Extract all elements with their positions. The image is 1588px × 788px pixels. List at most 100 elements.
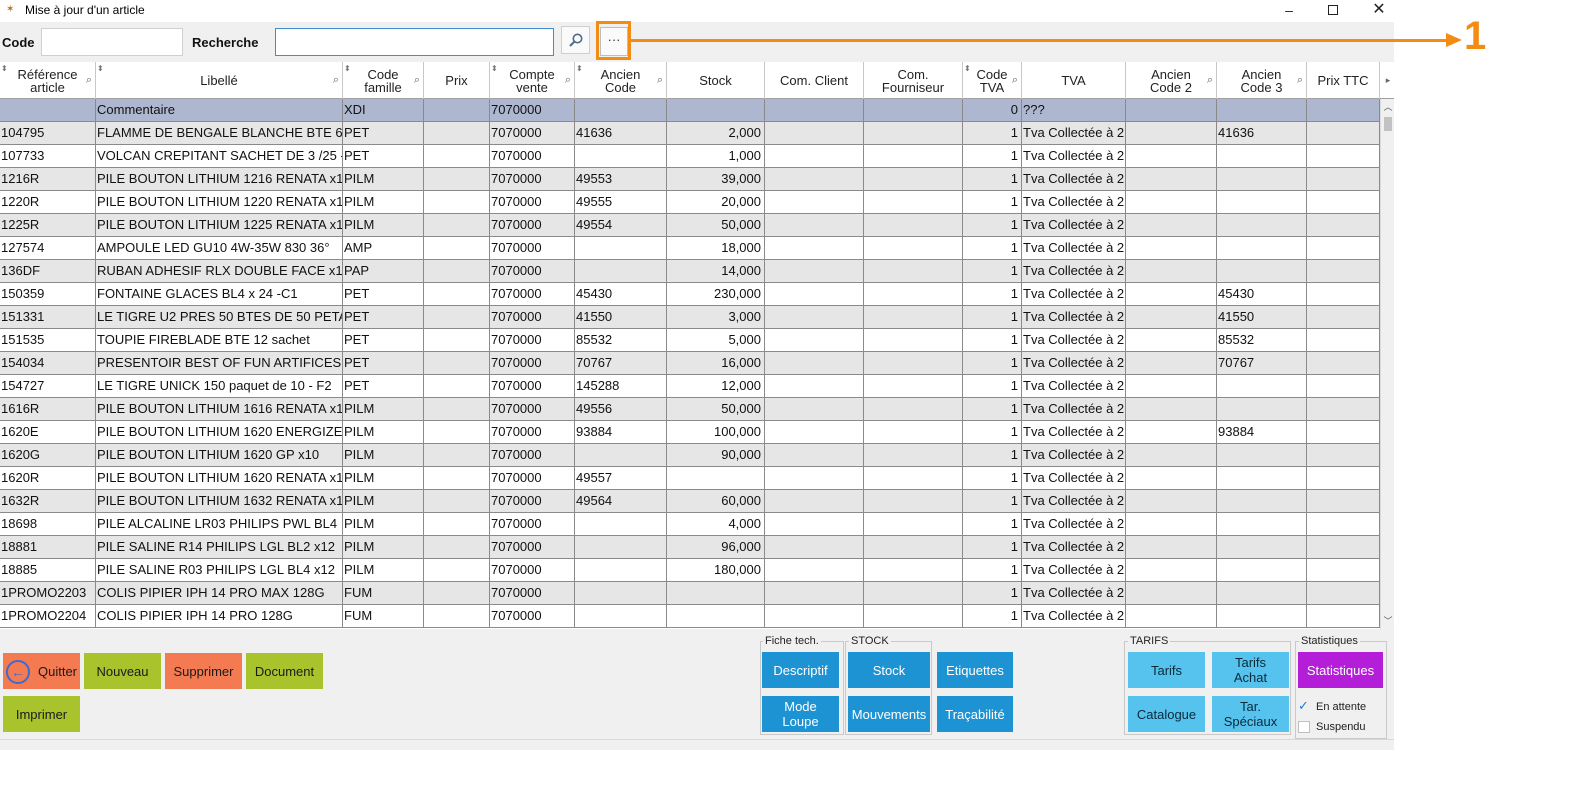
cell-ancien-code[interactable] [575,536,667,558]
cell-ancien-code-2[interactable] [1126,306,1217,328]
cell-tva[interactable]: Tva Collectée à 2 [1022,145,1126,167]
cell-com-client[interactable] [765,122,864,144]
cell-code-famille[interactable]: FUM [343,582,424,604]
cell-code-famille[interactable]: PET [343,145,424,167]
cell-com-fournisseur[interactable] [864,306,963,328]
cell-reference[interactable]: 18698 [0,513,96,535]
document-button[interactable]: Document [246,653,323,689]
cell-com-client[interactable] [765,352,864,374]
cell-compte-vente[interactable]: 7070000 [490,191,575,213]
table-row[interactable]: 1PROMO2204 COLIS PIPIER IPH 14 PRO 128G FU… [0,605,1380,628]
cell-reference[interactable]: 1220R [0,191,96,213]
cell-ancien-code-3[interactable] [1217,260,1307,282]
table-row[interactable]: 136DF RUBAN ADHESIF RLX DOUBLE FACE x12 PA… [0,260,1380,283]
cell-stock[interactable]: 180,000 [667,559,765,581]
cell-ancien-code-3[interactable]: 93884 [1217,421,1307,443]
scroll-right-icon[interactable]: ▸ [1385,75,1391,85]
nouveau-button[interactable]: Nouveau [84,653,161,689]
cell-reference[interactable]: 107733 [0,145,96,167]
cell-compte-vente[interactable]: 7070000 [490,352,575,374]
cell-prix[interactable] [424,214,490,236]
cell-ancien-code-2[interactable] [1126,421,1217,443]
cell-com-client[interactable] [765,329,864,351]
cell-com-client[interactable] [765,605,864,627]
cell-prix-ttc[interactable] [1307,490,1380,512]
cell-stock[interactable] [667,99,765,121]
cell-ancien-code-2[interactable] [1126,237,1217,259]
cell-libelle[interactable]: PILE SALINE R03 PHILIPS LGL BL4 x12 [96,559,343,581]
filter-icon[interactable]: ⌕ [1011,74,1018,86]
column-header-com-fournisseur[interactable]: Com. Fourniseur [864,62,963,99]
cell-tva[interactable]: Tva Collectée à 2 [1022,421,1126,443]
cell-com-fournisseur[interactable] [864,329,963,351]
table-row[interactable]: 1220R PILE BOUTON LITHIUM 1220 RENATA x10… [0,191,1380,214]
cell-ancien-code[interactable]: 49557 [575,467,667,489]
tarifs-button[interactable]: Tarifs [1128,652,1205,688]
cell-reference[interactable]: 1225R [0,214,96,236]
filter-icon[interactable]: ⌕ [332,74,339,86]
cell-ancien-code-3[interactable] [1217,444,1307,466]
cell-com-client[interactable] [765,559,864,581]
cell-reference[interactable]: 136DF [0,260,96,282]
cell-ancien-code-3[interactable]: 41550 [1217,306,1307,328]
scroll-down-icon[interactable]: ﹀ [1383,616,1393,626]
cell-compte-vente[interactable]: 7070000 [490,582,575,604]
column-header-ancien-code-2[interactable]: Ancien Code 2 ⌕ [1126,62,1217,99]
cell-reference[interactable]: 127574 [0,237,96,259]
cell-stock[interactable] [667,467,765,489]
cell-com-client[interactable] [765,214,864,236]
cell-libelle[interactable]: PILE BOUTON LITHIUM 1216 RENATA x10 [96,168,343,190]
cell-compte-vente[interactable]: 7070000 [490,168,575,190]
cell-compte-vente[interactable]: 7070000 [490,398,575,420]
cell-ancien-code-2[interactable] [1126,398,1217,420]
cell-compte-vente[interactable]: 7070000 [490,421,575,443]
cell-code-tva[interactable]: 1 [963,352,1022,374]
cell-code-tva[interactable]: 1 [963,536,1022,558]
cell-com-fournisseur[interactable] [864,490,963,512]
tar-speciaux-button[interactable]: Tar. Spéciaux [1212,696,1289,732]
table-row[interactable]: 1620R PILE BOUTON LITHIUM 1620 RENATA x10… [0,467,1380,490]
cell-com-client[interactable] [765,283,864,305]
scroll-thumb[interactable] [1384,117,1392,131]
cell-com-client[interactable] [765,260,864,282]
cell-reference[interactable]: 104795 [0,122,96,144]
cell-prix-ttc[interactable] [1307,352,1380,374]
cell-compte-vente[interactable]: 7070000 [490,490,575,512]
cell-prix-ttc[interactable] [1307,513,1380,535]
cell-compte-vente[interactable]: 7070000 [490,237,575,259]
cell-ancien-code-2[interactable] [1126,260,1217,282]
cell-code-famille[interactable]: PET [343,306,424,328]
quitter-button[interactable]: ← Quitter [3,653,80,689]
cell-prix-ttc[interactable] [1307,168,1380,190]
cell-ancien-code-2[interactable] [1126,490,1217,512]
cell-ancien-code[interactable]: 49553 [575,168,667,190]
cell-prix-ttc[interactable] [1307,145,1380,167]
cell-prix[interactable] [424,444,490,466]
cell-code-famille[interactable]: PET [343,352,424,374]
cell-libelle[interactable]: PILE BOUTON LITHIUM 1225 RENATA x10 [96,214,343,236]
cell-ancien-code-3[interactable] [1217,214,1307,236]
cell-com-client[interactable] [765,168,864,190]
cell-reference[interactable] [0,99,96,121]
cell-com-client[interactable] [765,467,864,489]
cell-code-famille[interactable]: PILM [343,191,424,213]
table-row[interactable]: 1620E PILE BOUTON LITHIUM 1620 ENERGIZER P… [0,421,1380,444]
scroll-up-icon[interactable]: ︿ [1383,102,1393,112]
cell-com-client[interactable] [765,145,864,167]
cell-reference[interactable]: 1620R [0,467,96,489]
cell-stock[interactable]: 18,000 [667,237,765,259]
column-header-ancien-code[interactable]: ⬍ Ancien Code ⌕ [575,62,667,99]
cell-com-fournisseur[interactable] [864,99,963,121]
cell-prix-ttc[interactable] [1307,467,1380,489]
cell-tva[interactable]: Tva Collectée à 2 [1022,237,1126,259]
cell-prix[interactable] [424,329,490,351]
cell-ancien-code-2[interactable] [1126,513,1217,535]
cell-prix-ttc[interactable] [1307,191,1380,213]
cell-ancien-code-2[interactable] [1126,352,1217,374]
cell-ancien-code-3[interactable] [1217,145,1307,167]
cell-ancien-code-2[interactable] [1126,214,1217,236]
cell-compte-vente[interactable]: 7070000 [490,536,575,558]
cell-code-tva[interactable]: 0 [963,99,1022,121]
table-row[interactable]: 151535 TOUPIE FIREBLADE BTE 12 sachet PET 7… [0,329,1380,352]
cell-ancien-code-2[interactable] [1126,444,1217,466]
